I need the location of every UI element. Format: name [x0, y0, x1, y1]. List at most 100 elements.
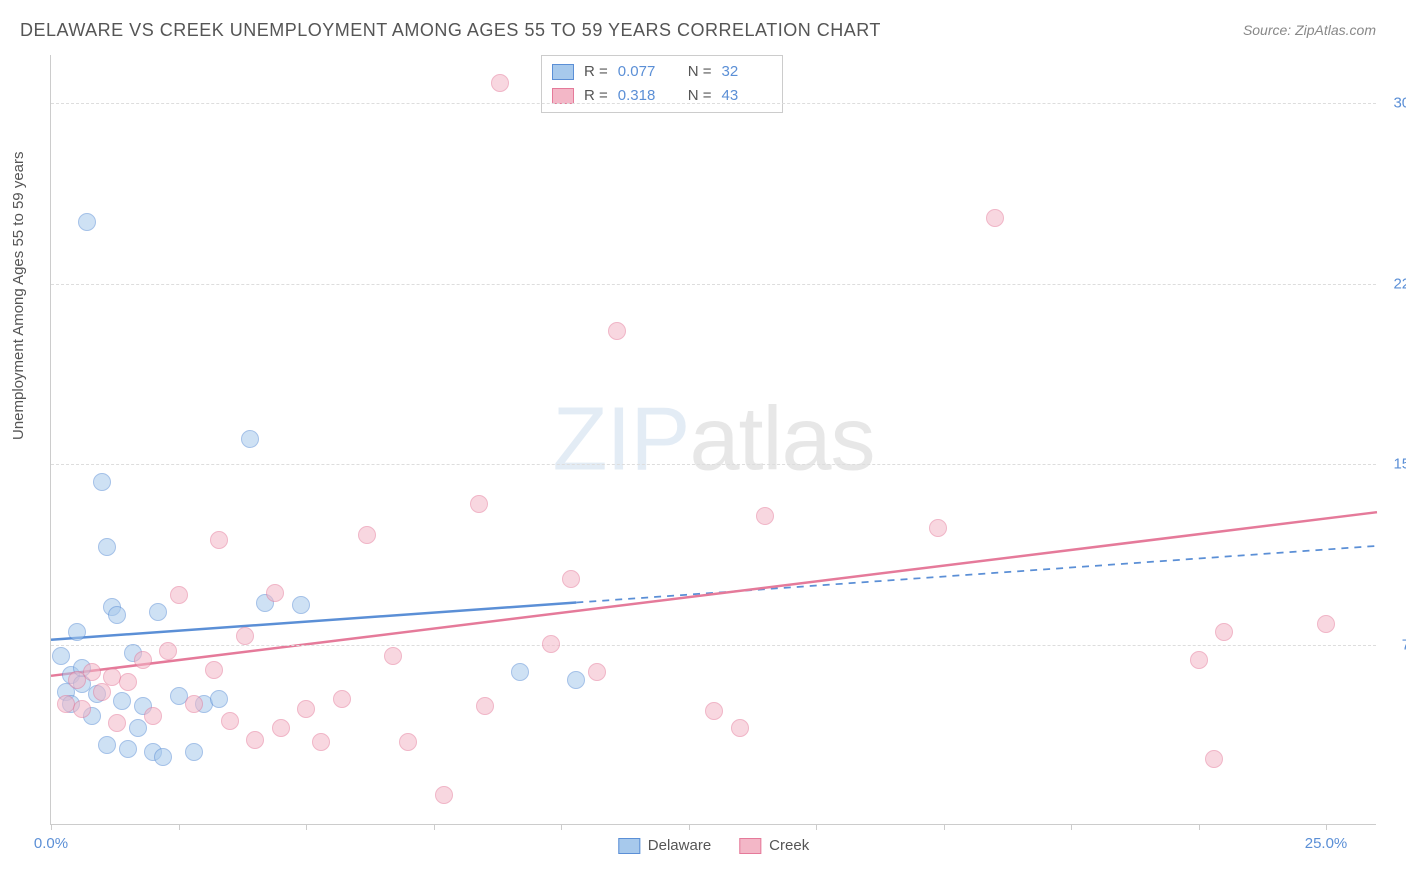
data-point [358, 526, 376, 544]
data-point [312, 733, 330, 751]
n-value: 32 [722, 60, 772, 84]
x-tick [306, 824, 307, 830]
x-tick [1326, 824, 1327, 830]
data-point [108, 606, 126, 624]
legend-stats: R = 0.077 N = 32 R = 0.318 N = 43 [541, 55, 783, 113]
n-value: 43 [722, 84, 772, 108]
data-point [333, 690, 351, 708]
x-tick [179, 824, 180, 830]
data-point [511, 663, 529, 681]
data-point [435, 786, 453, 804]
y-axis-label: Unemployment Among Ages 55 to 59 years [10, 151, 27, 440]
trend-line [576, 546, 1377, 603]
data-point [731, 719, 749, 737]
gridline [51, 284, 1376, 285]
y-tick-label: 30.0% [1393, 95, 1406, 112]
source-attribution: Source: ZipAtlas.com [1243, 22, 1376, 38]
data-point [52, 647, 70, 665]
data-point [236, 627, 254, 645]
legend-series: Delaware Creek [618, 837, 809, 854]
data-point [129, 719, 147, 737]
data-point [476, 697, 494, 715]
x-tick [689, 824, 690, 830]
data-point [1205, 750, 1223, 768]
x-tick-label: 0.0% [34, 835, 68, 852]
data-point [241, 430, 259, 448]
data-point [705, 702, 723, 720]
x-tick-label: 25.0% [1305, 835, 1348, 852]
x-tick [816, 824, 817, 830]
data-point [221, 712, 239, 730]
data-point [297, 700, 315, 718]
legend-item: Delaware [618, 837, 711, 854]
data-point [608, 322, 626, 340]
data-point [756, 507, 774, 525]
legend-stats-row: R = 0.077 N = 32 [552, 60, 772, 84]
data-point [170, 586, 188, 604]
data-point [119, 740, 137, 758]
y-tick-label: 22.5% [1393, 275, 1406, 292]
y-tick-label: 7.5% [1402, 636, 1406, 653]
gridline [51, 464, 1376, 465]
legend-swatch [552, 88, 574, 104]
data-point [246, 731, 264, 749]
x-tick [51, 824, 52, 830]
data-point [588, 663, 606, 681]
data-point [149, 603, 167, 621]
data-point [113, 692, 131, 710]
data-point [134, 651, 152, 669]
legend-label: Creek [769, 837, 809, 854]
data-point [491, 74, 509, 92]
data-point [292, 596, 310, 614]
gridline [51, 103, 1376, 104]
r-label: R = [584, 60, 608, 84]
r-label: R = [584, 84, 608, 108]
data-point [562, 570, 580, 588]
data-point [185, 743, 203, 761]
data-point [154, 748, 172, 766]
gridline [51, 645, 1376, 646]
data-point [78, 213, 96, 231]
chart-title: DELAWARE VS CREEK UNEMPLOYMENT AMONG AGE… [20, 20, 881, 41]
legend-swatch [552, 64, 574, 80]
data-point [83, 663, 101, 681]
trend-line [51, 512, 1377, 676]
legend-swatch [618, 838, 640, 854]
data-point [567, 671, 585, 689]
x-tick [944, 824, 945, 830]
x-tick [1071, 824, 1072, 830]
data-point [470, 495, 488, 513]
data-point [210, 531, 228, 549]
r-value: 0.077 [618, 60, 668, 84]
data-point [108, 714, 126, 732]
data-point [144, 707, 162, 725]
legend-stats-row: R = 0.318 N = 43 [552, 84, 772, 108]
x-tick [434, 824, 435, 830]
data-point [119, 673, 137, 691]
x-tick [1199, 824, 1200, 830]
data-point [929, 519, 947, 537]
data-point [986, 209, 1004, 227]
data-point [210, 690, 228, 708]
data-point [185, 695, 203, 713]
data-point [73, 700, 91, 718]
r-value: 0.318 [618, 84, 668, 108]
n-label: N = [688, 60, 712, 84]
data-point [1215, 623, 1233, 641]
data-point [93, 473, 111, 491]
data-point [1317, 615, 1335, 633]
legend-item: Creek [739, 837, 809, 854]
data-point [384, 647, 402, 665]
data-point [272, 719, 290, 737]
data-point [159, 642, 177, 660]
data-point [205, 661, 223, 679]
data-point [399, 733, 417, 751]
x-tick [561, 824, 562, 830]
data-point [68, 623, 86, 641]
data-point [1190, 651, 1208, 669]
legend-swatch [739, 838, 761, 854]
data-point [542, 635, 560, 653]
data-point [98, 538, 116, 556]
n-label: N = [688, 84, 712, 108]
data-point [266, 584, 284, 602]
